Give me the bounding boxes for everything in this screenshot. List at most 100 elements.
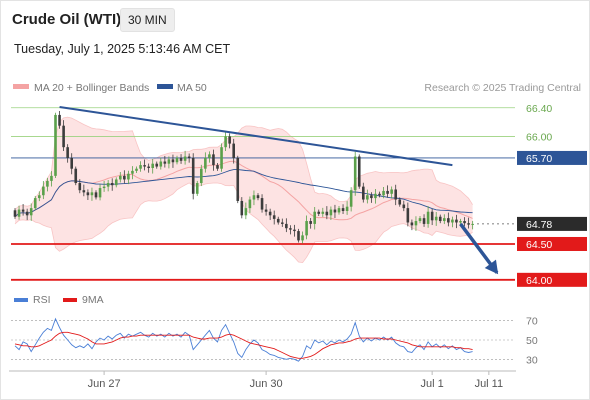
candle (430, 211, 434, 221)
ma20-legend-swatch (13, 84, 29, 89)
scenario-arrow-head (484, 259, 499, 275)
candle (305, 221, 308, 236)
bollinger-upper (14, 116, 473, 210)
candle (268, 211, 272, 216)
candle (382, 190, 385, 196)
candle (200, 168, 203, 184)
x-tick-label: Jun 30 (250, 378, 283, 390)
candle (329, 209, 333, 216)
bollinger-band-area (15, 117, 473, 263)
candle (362, 186, 365, 200)
candle (216, 165, 219, 169)
candle (21, 209, 25, 212)
candle (195, 183, 199, 194)
candle (398, 199, 402, 205)
candle (147, 166, 150, 168)
candle (98, 188, 102, 198)
candle (183, 156, 187, 161)
candle (309, 221, 312, 224)
timestamp: Tuesday, July 1, 2025 5:13:46 AM CET (14, 42, 231, 56)
candle (66, 147, 69, 158)
rsi-legend-swatch (14, 298, 28, 302)
candle (232, 143, 235, 158)
candle (106, 183, 110, 187)
price-label-66-40: 66.40 (526, 103, 552, 115)
candle (289, 228, 292, 230)
candle (175, 157, 179, 163)
candle (252, 195, 256, 200)
candle (102, 186, 106, 189)
candle (240, 200, 244, 216)
bollinger-lower (14, 182, 473, 264)
candle (13, 210, 17, 217)
rsi-line (14, 317, 473, 362)
candle (406, 208, 410, 223)
candle (394, 189, 397, 200)
candle (426, 211, 430, 224)
candle (46, 180, 49, 187)
candle (208, 154, 211, 158)
candle (159, 161, 163, 167)
research-credit: Research © 2025 Trading Central (424, 82, 581, 94)
x-tick-label: Jun 27 (88, 378, 121, 390)
candle (151, 163, 154, 168)
candle (155, 163, 159, 167)
candle (281, 222, 284, 224)
candle (50, 175, 53, 181)
price-tag-label-64-78: 64.78 (526, 219, 552, 231)
candle (167, 159, 171, 164)
ma9-legend-label: 9MA (82, 294, 104, 306)
price-tag-label-65-70: 65.70 (526, 153, 552, 165)
candle (366, 195, 369, 200)
candle (131, 170, 134, 174)
candle (386, 190, 389, 194)
candle (285, 223, 288, 229)
candle (42, 186, 45, 196)
price-tag-label-64-00: 64.00 (526, 275, 552, 287)
candle (114, 179, 118, 186)
candle (74, 168, 78, 184)
candle (455, 219, 458, 223)
candle (293, 229, 296, 232)
candle (418, 218, 422, 222)
rsi-tick-50: 50 (526, 335, 538, 347)
candle (38, 195, 41, 199)
candle (119, 175, 122, 180)
candle (443, 218, 446, 222)
candle (220, 147, 223, 169)
candle (25, 211, 29, 216)
candle (402, 204, 406, 209)
candle (187, 156, 191, 158)
chart-legend: MA 20 + Bollinger Bands MA 50 Research ©… (13, 82, 581, 94)
price-tag-label-64-50: 64.50 (526, 239, 552, 251)
x-tick-label: Jul 11 (475, 378, 504, 390)
rsi-legend-label: RSI (33, 294, 51, 306)
candle (272, 215, 276, 219)
candle (143, 165, 146, 167)
timeframe-button[interactable]: 30 MIN (120, 8, 175, 32)
candle (123, 175, 126, 180)
candle (264, 209, 268, 212)
candle (224, 136, 227, 148)
candle (86, 192, 90, 196)
candle (54, 114, 57, 176)
candle (337, 208, 341, 213)
candle (463, 221, 466, 224)
candle (191, 157, 195, 194)
rsi-ma9-line (14, 331, 473, 359)
candle (349, 190, 353, 207)
candle (451, 219, 454, 223)
candle (333, 209, 337, 213)
candle (438, 216, 442, 222)
candle (345, 206, 349, 211)
candle (374, 193, 377, 199)
price-tag-64-00 (517, 272, 587, 287)
candle (179, 157, 183, 161)
candle (62, 125, 65, 148)
candle (17, 209, 21, 217)
candle (260, 198, 264, 210)
candle (341, 208, 345, 211)
candle (321, 211, 325, 214)
